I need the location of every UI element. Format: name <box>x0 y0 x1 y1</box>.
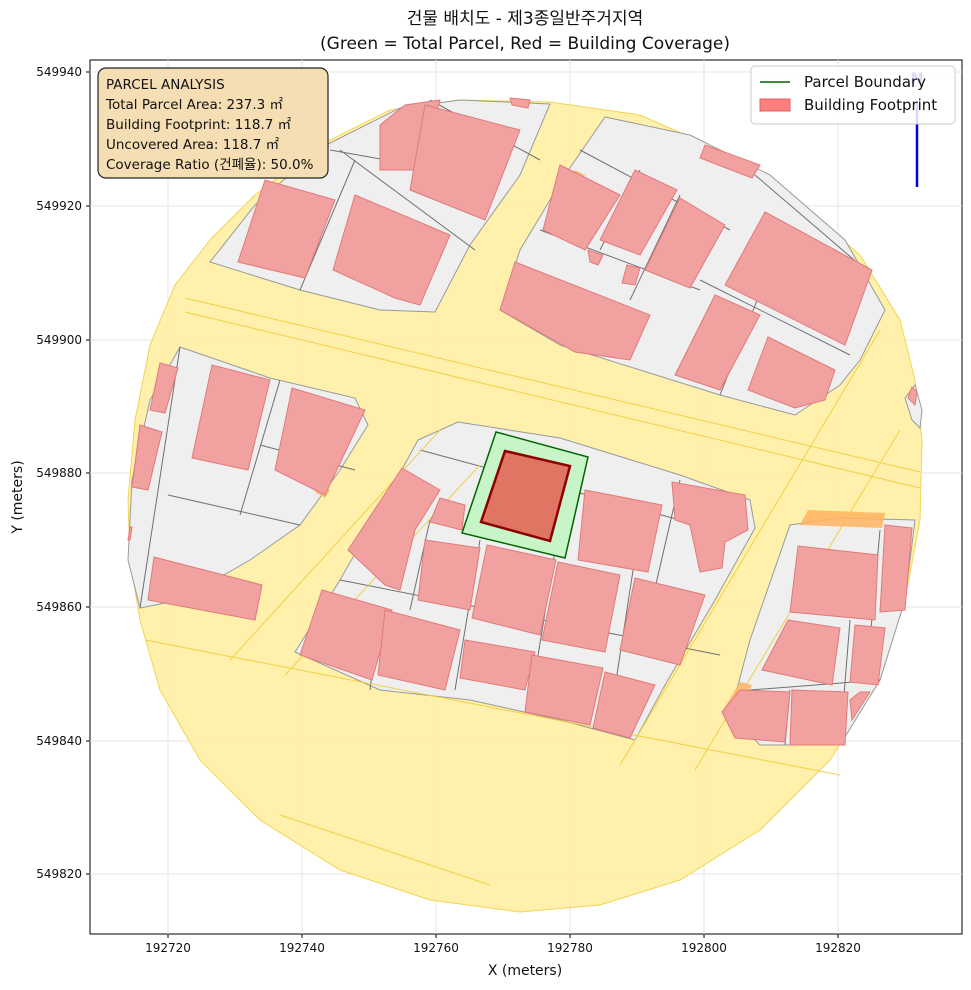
x-tick-label: 192740 <box>279 941 325 955</box>
building <box>789 689 849 746</box>
info-line-uncovered: Uncovered Area: 118.7 ㎡ <box>106 137 280 153</box>
building <box>237 179 336 279</box>
info-line-coverage-ratio: Coverage Ratio (건폐율): 50.0% <box>106 157 314 173</box>
x-tick-label: 192760 <box>413 941 459 955</box>
building <box>577 489 663 573</box>
building <box>849 624 886 686</box>
map-title-line1: 건물 배치도 - 제3종일반주거지역 <box>407 9 643 29</box>
legend-parcel-label: Parcel Boundary <box>804 73 926 91</box>
x-tick-label: 192720 <box>145 941 191 955</box>
target-building-footprint[interactable] <box>479 449 572 543</box>
building <box>499 261 651 361</box>
info-box-background <box>97 67 329 179</box>
legend: Parcel Boundary Building Footprint <box>750 65 956 125</box>
x-axis-label: X (meters) <box>488 963 562 979</box>
building <box>721 689 791 743</box>
y-tick-label: 549820 <box>36 867 82 881</box>
info-line-footprint: Building Footprint: 118.7 ㎡ <box>106 117 292 133</box>
building <box>621 264 641 286</box>
legend-building-label: Building Footprint <box>804 96 937 114</box>
building <box>332 194 451 306</box>
building <box>761 619 841 686</box>
building <box>127 526 133 541</box>
building <box>191 364 271 471</box>
map-title-line2: (Green = Total Parcel, Red = Building Co… <box>320 34 730 54</box>
building <box>409 104 521 221</box>
y-axis-label: Y (meters) <box>10 460 26 534</box>
x-tick-label: 192800 <box>681 941 727 955</box>
info-line-total-area: Total Parcel Area: 237.3 ㎡ <box>105 97 283 113</box>
building <box>417 539 481 611</box>
building <box>542 164 621 251</box>
building <box>541 561 621 653</box>
y-tick-label: 549860 <box>36 600 82 614</box>
info-heading: PARCEL ANALYSIS <box>106 77 225 93</box>
legend-building-swatch <box>759 98 791 112</box>
building <box>471 544 557 636</box>
x-tick-label: 192820 <box>815 941 861 955</box>
building <box>149 362 179 414</box>
building <box>147 556 263 621</box>
parcel-analysis-box: PARCEL ANALYSIS Total Parcel Area: 237.3… <box>97 67 329 179</box>
building <box>619 577 706 666</box>
building <box>592 671 656 739</box>
legend-box <box>750 65 956 125</box>
building <box>699 144 761 179</box>
building <box>724 211 873 346</box>
building <box>459 639 536 691</box>
y-tick-label: 549840 <box>36 734 82 748</box>
building <box>509 97 531 109</box>
buildings <box>127 97 918 746</box>
building <box>879 524 913 613</box>
building <box>671 481 749 573</box>
building <box>674 294 761 391</box>
building <box>599 169 678 256</box>
building <box>789 545 879 621</box>
building <box>429 497 466 531</box>
building <box>747 336 836 409</box>
building <box>299 589 393 681</box>
y-tick-label: 549900 <box>36 333 82 347</box>
y-tick-label: 549920 <box>36 199 82 213</box>
building <box>644 197 726 289</box>
y-tick-label: 549940 <box>36 65 82 79</box>
x-tick-label: 192780 <box>547 941 593 955</box>
building <box>587 249 604 266</box>
tick-marks <box>86 71 839 938</box>
building <box>524 654 604 726</box>
building <box>131 424 163 491</box>
building <box>907 386 918 407</box>
x-tick-labels: 192720 192740 192760 192780 192800 19282… <box>145 941 861 955</box>
building <box>377 609 461 691</box>
y-tick-label: 549880 <box>36 466 82 480</box>
building <box>347 467 441 591</box>
y-tick-labels: 549940 549920 549900 549880 549860 54984… <box>36 65 82 881</box>
building <box>849 691 871 722</box>
building <box>274 387 366 496</box>
